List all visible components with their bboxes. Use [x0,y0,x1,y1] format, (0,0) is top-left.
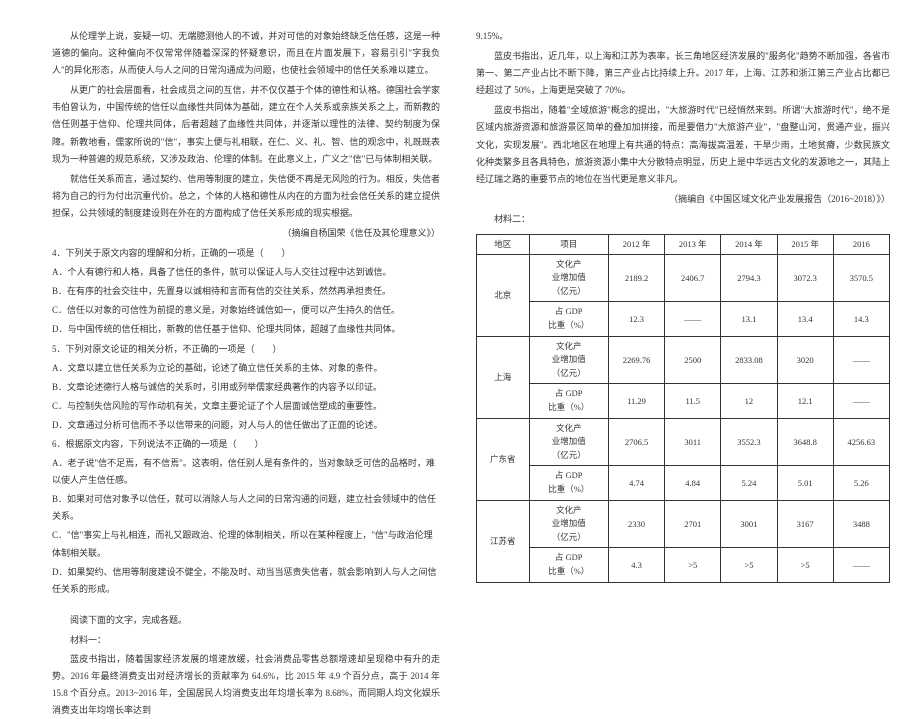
th-region: 地区 [477,234,530,254]
data-cell: —— [833,384,889,418]
table-header-row: 地区 项目 2012 年 2013 年 2014 年 2015 年 2016 [477,234,890,254]
data-cell: >5 [721,548,777,582]
citation: （摘编自杨国荣《信任及其伦理意义》） [52,226,440,239]
data-cell: 5.26 [833,466,889,500]
data-cell: 13.1 [721,302,777,336]
option-6c: C．"信"事实上与礼相连，而礼又跟政治、伦理的体制相关，所以在某种程度上，"信"… [52,527,440,561]
label-cell: 占 GDP比重（%） [529,548,608,582]
data-cell: —— [665,302,721,336]
data-cell: 3488 [833,500,889,548]
option-4b: B．在有序的社会交往中，先置身以诚相待和言而有信的交往关系，然然再承担责任。 [52,283,440,300]
data-cell: 13.4 [777,302,833,336]
data-cell: 2406.7 [665,254,721,302]
label-cell: 文化产业增加值（亿元） [529,254,608,302]
label-cell: 文化产业增加值（亿元） [529,500,608,548]
label-cell: 占 GDP比重（%） [529,302,608,336]
data-cell: 11.5 [665,384,721,418]
data-cell: —— [833,336,889,384]
region-cell: 北京 [477,254,530,336]
data-cell: 5.24 [721,466,777,500]
data-cell: 12 [721,384,777,418]
option-6a: A．老子说"信不足焉，有不信焉"。这表明，信任别人是有条件的，当对象缺乏可信的品… [52,455,440,489]
data-cell: 2794.3 [721,254,777,302]
data-cell: 12.3 [608,302,664,336]
data-cell: 2833.08 [721,336,777,384]
data-cell: 2269.76 [608,336,664,384]
data-cell: 3011 [665,418,721,466]
material-2-label: 材料二： [476,211,890,228]
paragraph: 从伦理学上说，妄疑一切、无端臆测他人的不诚，并对可信的对象始终缺乏信任感，这是一… [52,28,440,79]
table-row: 北京 文化产业增加值（亿元） 2189.2 2406.7 2794.3 3072… [477,254,890,302]
option-4d: D．与中国传统的信任相比，新教的信任基于信仰、伦理共同体，超越了血缘性共同体。 [52,321,440,338]
option-5a: A．文章以建立信任关系为立论的基础，论述了确立信任关系的主体、对象的条件。 [52,360,440,377]
th-2013: 2013 年 [665,234,721,254]
table-row: 广东省 文化产业增加值（亿元） 2706.5 3011 3552.3 3648.… [477,418,890,466]
data-cell: 11.29 [608,384,664,418]
right-column: 9.15%。 蓝皮书指出，近几年，以上海和江苏为表率，长三角地区经济发展的"服务… [460,0,920,651]
table-row: 江苏省 文化产业增加值（亿元） 2330 2701 3001 3167 3488 [477,500,890,548]
option-6d: D．如果契约、信用等制度建设不健全，不能及时、动当当惩责失信者，就会影响到人与人… [52,564,440,598]
data-cell: 3167 [777,500,833,548]
data-cell: 4.3 [608,548,664,582]
table-row: 占 GDP比重（%） 11.29 11.5 12 12.1 —— [477,384,890,418]
data-cell: 3072.3 [777,254,833,302]
data-cell: 3552.3 [721,418,777,466]
data-cell: 3648.8 [777,418,833,466]
th-item: 项目 [529,234,608,254]
data-cell: 2701 [665,500,721,548]
data-cell: —— [833,548,889,582]
question-4: 4．下列关于原文内容的理解和分析，正确的一项是（ ） [52,245,440,262]
option-4a: A．个人有德行和人格，具备了信任的条件，就可以保证人与人交往过程中达到诚信。 [52,264,440,281]
material-1-label: 材料一： [52,632,440,649]
data-cell: 4.74 [608,466,664,500]
data-cell: >5 [777,548,833,582]
table-row: 占 GDP比重（%） 4.74 4.84 5.24 5.01 5.26 [477,466,890,500]
paragraph: 蓝皮书指出，近几年，以上海和江苏为表率，长三角地区经济发展的"服务化"趋势不断加… [476,48,890,99]
data-cell: 12.1 [777,384,833,418]
option-4c: C．信任以对象的可信性为前提的意义是，对象始终诚信如一，便可以产生持久的信任。 [52,302,440,319]
data-cell: 2330 [608,500,664,548]
paragraph: 蓝皮书指出，随着"全域旅游"概念的提出，"大旅游时代"已经悄然来到。所谓"大旅游… [476,102,890,187]
region-cell: 江苏省 [477,500,530,582]
option-5b: B．文章论述德行人格与诚信的关系时，引用或列举儒家经典著作的内容予以印证。 [52,379,440,396]
th-2015: 2015 年 [777,234,833,254]
region-cell: 上海 [477,336,530,418]
data-cell: 3001 [721,500,777,548]
region-cell: 广东省 [477,418,530,500]
paragraph: 就信任关系而言，通过契约、信用等制度的建立，失信便不再是无风险的行为。相反，失信… [52,171,440,222]
data-cell: 3570.5 [833,254,889,302]
th-2012: 2012 年 [608,234,664,254]
th-2014: 2014 年 [721,234,777,254]
material-1-paragraph: 蓝皮书指出，随着国家经济发展的增速放缓，社会消费品零售总额增速却呈现稳中有升的走… [52,651,440,719]
table-row: 占 GDP比重（%） 12.3 —— 13.1 13.4 14.3 [477,302,890,336]
question-5: 5．下列对原文论证的相关分析，不正确的一项是（ ） [52,341,440,358]
table-row: 上海 文化产业增加值（亿元） 2269.76 2500 2833.08 3020… [477,336,890,384]
label-cell: 文化产业增加值（亿元） [529,336,608,384]
pct-line: 9.15%。 [476,28,890,45]
data-cell: >5 [665,548,721,582]
data-cell: 2706.5 [608,418,664,466]
left-column: 从伦理学上说，妄疑一切、无端臆测他人的不诚，并对可信的对象始终缺乏信任感，这是一… [0,0,460,651]
data-cell: 2500 [665,336,721,384]
data-cell: 2189.2 [608,254,664,302]
question-6: 6．根据原文内容，下列说法不正确的一项是（ ） [52,436,440,453]
option-5d: D．文章通过分析可信而不予以信带来的问题，对人与人的信任做出了正面的论述。 [52,417,440,434]
data-cell: 4.84 [665,466,721,500]
citation: （摘编自《中国区域文化产业发展报告（2016~2018）》） [476,192,890,205]
data-cell: 4256.63 [833,418,889,466]
reading-prompt: 阅读下面的文字，完成各题。 [52,612,440,629]
data-cell: 14.3 [833,302,889,336]
th-2016: 2016 [833,234,889,254]
label-cell: 占 GDP比重（%） [529,384,608,418]
label-cell: 占 GDP比重（%） [529,466,608,500]
data-cell: 5.01 [777,466,833,500]
option-5c: C．与控制失信风险的写作动机有关，文章主要论证了个人层面诚信塑成的重要性。 [52,398,440,415]
data-cell: 3020 [777,336,833,384]
label-cell: 文化产业增加值（亿元） [529,418,608,466]
data-table: 地区 项目 2012 年 2013 年 2014 年 2015 年 2016 北… [476,234,890,583]
paragraph: 从更广的社会层面看，社会成员之间的互信，并不仅仅基于个体的德性和认格。德国社会学… [52,82,440,167]
table-row: 占 GDP比重（%） 4.3 >5 >5 >5 —— [477,548,890,582]
option-6b: B．如果对可信对象予以信任，就可以消除人与人之间的日常沟通的问题，建立社会领域中… [52,491,440,525]
